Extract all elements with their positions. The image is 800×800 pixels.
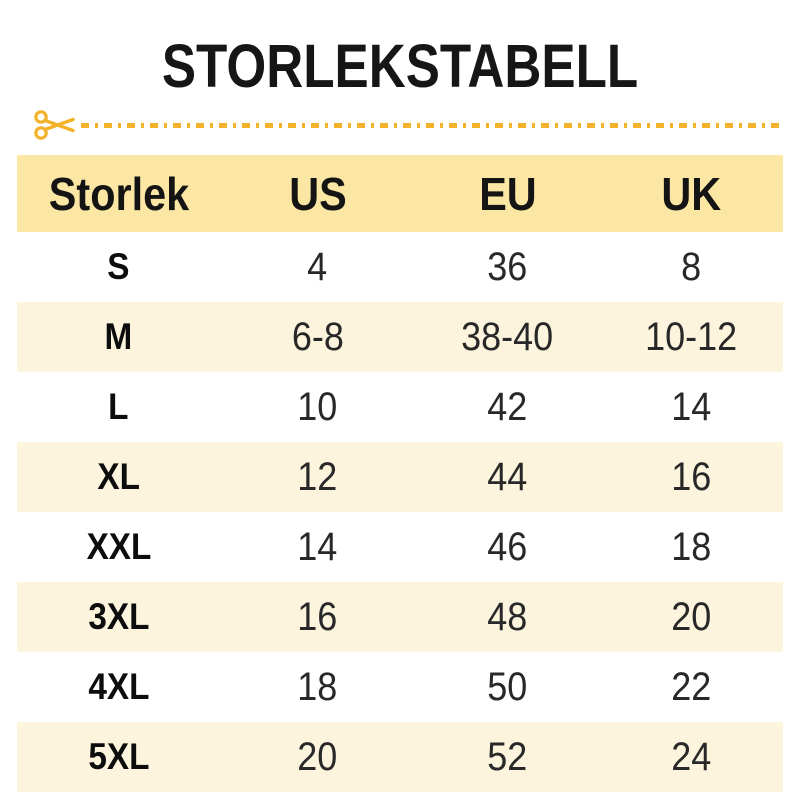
size-cell: S bbox=[17, 246, 220, 288]
size-label: XL bbox=[97, 456, 140, 497]
cut-line bbox=[33, 104, 788, 146]
size-table: Storlek US EU UK S 4 36 8 M bbox=[17, 155, 783, 792]
uk-cell: 10-12 bbox=[600, 315, 783, 360]
table-row: 4XL 18 50 22 bbox=[17, 652, 783, 722]
column-header-uk: UK bbox=[600, 167, 783, 221]
eu-value: 38-40 bbox=[461, 314, 554, 359]
us-value: 20 bbox=[297, 734, 338, 779]
table-body: S 4 36 8 M 6-8 38-40 10-12 L 10 bbox=[17, 232, 783, 792]
uk-cell: 18 bbox=[600, 525, 783, 570]
eu-value: 44 bbox=[487, 454, 528, 499]
uk-value: 14 bbox=[671, 384, 712, 429]
table-row: S 4 36 8 bbox=[17, 232, 783, 302]
uk-value: 16 bbox=[671, 454, 712, 499]
uk-value: 10-12 bbox=[645, 314, 738, 359]
us-cell: 18 bbox=[220, 665, 415, 710]
table-row: XXL 14 46 18 bbox=[17, 512, 783, 582]
dashed-cut-line bbox=[81, 122, 782, 128]
size-label: S bbox=[107, 246, 130, 287]
column-header-us: US bbox=[220, 167, 415, 221]
uk-value: 8 bbox=[681, 244, 702, 289]
size-cell: M bbox=[17, 316, 220, 358]
table-row: XL 12 44 16 bbox=[17, 442, 783, 512]
eu-value: 36 bbox=[487, 244, 528, 289]
size-cell: L bbox=[17, 386, 220, 428]
eu-cell: 44 bbox=[415, 455, 600, 500]
table-row: 5XL 20 52 24 bbox=[17, 722, 783, 792]
table-row: L 10 42 14 bbox=[17, 372, 783, 442]
size-cell: XL bbox=[17, 456, 220, 498]
uk-value: 18 bbox=[671, 524, 712, 569]
column-header-eu: EU bbox=[415, 167, 600, 221]
column-header-storlek-label: Storlek bbox=[48, 167, 189, 220]
us-value: 18 bbox=[297, 664, 338, 709]
size-cell: 3XL bbox=[17, 596, 220, 638]
us-cell: 12 bbox=[220, 455, 415, 500]
size-cell: XXL bbox=[17, 526, 220, 568]
column-header-storlek: Storlek bbox=[17, 167, 220, 221]
size-label: L bbox=[108, 386, 129, 427]
scissors-icon bbox=[34, 110, 75, 140]
uk-value: 20 bbox=[671, 594, 712, 639]
eu-cell: 46 bbox=[415, 525, 600, 570]
eu-value: 48 bbox=[487, 594, 528, 639]
size-cell: 5XL bbox=[17, 736, 220, 778]
page-title: STORLEKSTABELL bbox=[161, 32, 639, 100]
eu-cell: 50 bbox=[415, 665, 600, 710]
us-value: 16 bbox=[297, 594, 338, 639]
us-cell: 10 bbox=[220, 385, 415, 430]
uk-cell: 16 bbox=[600, 455, 783, 500]
table-row: 3XL 16 48 20 bbox=[17, 582, 783, 652]
uk-cell: 22 bbox=[600, 665, 783, 710]
size-label: XXL bbox=[86, 526, 151, 567]
us-value: 6-8 bbox=[291, 314, 344, 359]
us-value: 14 bbox=[297, 524, 338, 569]
table-header-row: Storlek US EU UK bbox=[17, 155, 783, 232]
eu-value: 46 bbox=[487, 524, 528, 569]
eu-cell: 52 bbox=[415, 735, 600, 780]
uk-value: 22 bbox=[671, 664, 712, 709]
us-cell: 20 bbox=[220, 735, 415, 780]
uk-cell: 14 bbox=[600, 385, 783, 430]
uk-cell: 20 bbox=[600, 595, 783, 640]
eu-value: 42 bbox=[487, 384, 528, 429]
eu-value: 50 bbox=[487, 664, 528, 709]
eu-value: 52 bbox=[487, 734, 528, 779]
column-header-eu-label: EU bbox=[478, 167, 537, 220]
us-cell: 14 bbox=[220, 525, 415, 570]
uk-cell: 8 bbox=[600, 245, 783, 290]
size-label: 5XL bbox=[87, 736, 150, 777]
uk-value: 24 bbox=[671, 734, 712, 779]
eu-cell: 48 bbox=[415, 595, 600, 640]
us-cell: 6-8 bbox=[220, 315, 415, 360]
us-value: 12 bbox=[297, 454, 338, 499]
size-label: M bbox=[104, 316, 133, 357]
column-header-uk-label: UK bbox=[661, 167, 722, 220]
size-label: 4XL bbox=[87, 666, 150, 707]
size-label: 3XL bbox=[87, 596, 150, 637]
eu-cell: 36 bbox=[415, 245, 600, 290]
us-value: 4 bbox=[307, 244, 328, 289]
uk-cell: 24 bbox=[600, 735, 783, 780]
size-cell: 4XL bbox=[17, 666, 220, 708]
table-row: M 6-8 38-40 10-12 bbox=[17, 302, 783, 372]
eu-cell: 42 bbox=[415, 385, 600, 430]
column-header-us-label: US bbox=[288, 167, 347, 220]
us-cell: 16 bbox=[220, 595, 415, 640]
us-cell: 4 bbox=[220, 245, 415, 290]
us-value: 10 bbox=[297, 384, 338, 429]
eu-cell: 38-40 bbox=[415, 315, 600, 360]
